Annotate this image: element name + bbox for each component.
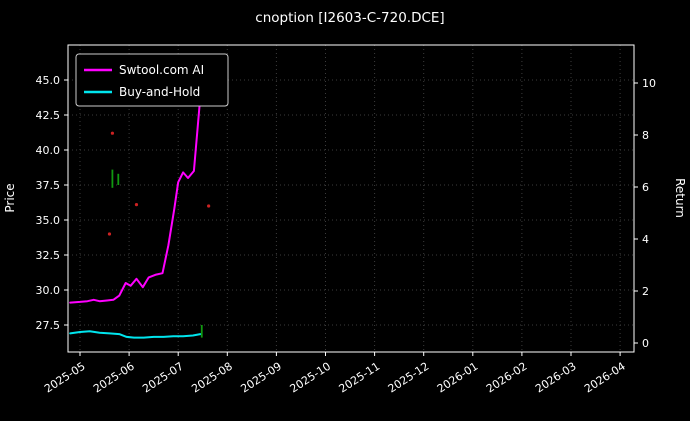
x-tick-label: 2025-08 xyxy=(189,360,235,396)
y-tick-label-left: 32.5 xyxy=(36,249,61,262)
x-tick-label: 2026-04 xyxy=(582,360,628,396)
x-tick-label: 2025-11 xyxy=(337,360,383,396)
y-tick-label-left: 45.0 xyxy=(36,74,61,87)
y-tick-label-right: 0 xyxy=(642,337,649,350)
y-tick-label-right: 2 xyxy=(642,285,649,298)
legend: Swtool.com AI Buy-and-Hold xyxy=(75,53,229,107)
y-tick-label-left: 37.5 xyxy=(36,179,61,192)
signal-markers xyxy=(107,131,211,338)
series-line xyxy=(69,330,202,339)
y-tick-label-right: 6 xyxy=(642,181,649,194)
x-tick-label: 2026-03 xyxy=(533,360,579,396)
x-tick-label: 2026-02 xyxy=(484,360,530,396)
plot-border xyxy=(67,44,635,353)
x-tick-label: 2025-10 xyxy=(288,360,334,396)
x-tick-label: 2025-07 xyxy=(140,360,186,396)
signal-dot xyxy=(207,204,211,208)
x-tick-label: 2025-09 xyxy=(238,360,284,396)
signal-dot xyxy=(107,232,112,236)
y-tick-label-left: 30.0 xyxy=(36,284,61,297)
y-tick-label-left: 27.5 xyxy=(36,319,61,332)
legend-label: Swtool.com AI xyxy=(119,63,204,77)
chart-title: cnoption [I2603-C-720.DCE] xyxy=(255,10,444,26)
signal-dot xyxy=(134,203,139,207)
legend-label: Buy-and-Hold xyxy=(119,85,200,99)
series-lines xyxy=(69,93,205,339)
y-axis-label-left: Price xyxy=(3,183,17,212)
y-tick-label-right: 8 xyxy=(642,129,649,142)
legend-box xyxy=(75,53,229,107)
signal-dot xyxy=(110,131,115,135)
y-tick-label-left: 35.0 xyxy=(36,214,61,227)
y-tick-label-left: 40.0 xyxy=(36,144,61,157)
x-tick-label: 2025-06 xyxy=(91,360,137,396)
y-tick-label-right: 4 xyxy=(642,233,649,246)
series-line xyxy=(69,93,205,304)
x-tick-label: 2025-12 xyxy=(386,360,432,396)
y-tick-label-left: 42.5 xyxy=(36,109,61,122)
x-tick-label: 2025-05 xyxy=(42,360,88,396)
axis-ticks: 2025-05 2025-06 2025-07 2025-08 2025-09 2025-… xyxy=(36,74,657,396)
y-axis-label-right: Return xyxy=(673,178,687,218)
y-tick-label-right: 10 xyxy=(642,77,656,90)
x-tick-label: 2026-01 xyxy=(435,360,481,396)
